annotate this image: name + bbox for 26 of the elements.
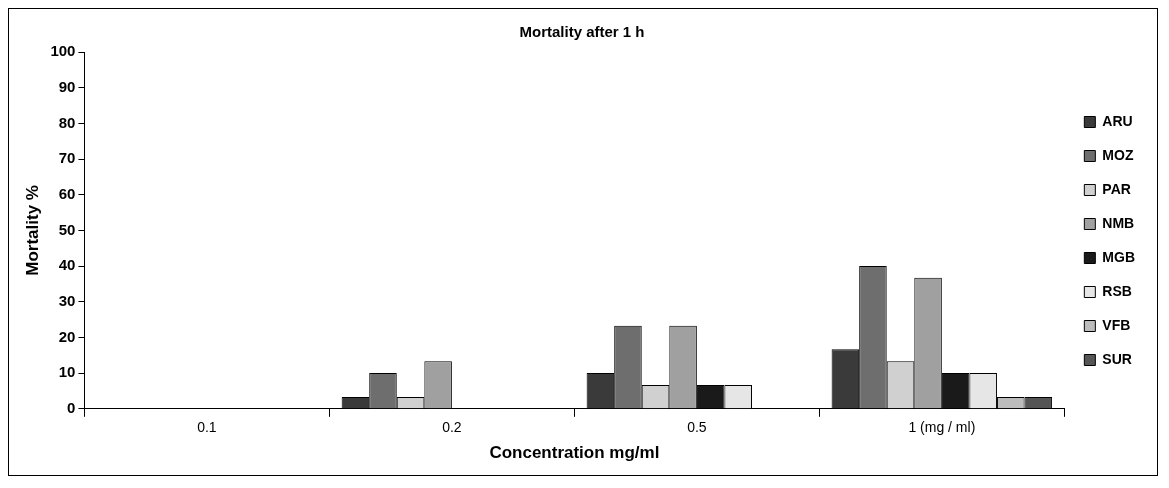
y-tick-label: 30 [58,291,76,309]
x-axis-title: Concentration mg/ml [489,443,660,463]
x-tick-label: 0.5 [687,419,707,436]
y-tick-label: 20 [58,327,76,345]
x-tick-label: 0.2 [442,419,462,436]
y-tick-label: 60 [58,184,76,202]
legend-label: SUR [1102,350,1132,367]
y-tick-label: 100 [50,42,76,60]
legend-label: PAR [1102,180,1131,197]
y-tick-label: 40 [58,256,76,274]
legend-label: MGB [1102,248,1136,265]
y-tick-label: 70 [58,149,76,167]
chart-title: Mortality after 1 h [519,23,645,41]
y-tick-label: 10 [58,363,76,381]
legend-label: RSB [1102,282,1132,299]
legend-label: NMB [1102,214,1135,231]
x-tick-label: 1 (mg / ml) [908,419,976,436]
y-tick-label: 80 [58,113,76,131]
x-tick-label: 0.1 [197,419,217,436]
legend-label: MOZ [1102,146,1134,163]
legend-label: ARU [1102,112,1133,129]
y-tick-label: 0 [67,398,76,416]
y-axis-title: Mortality % [22,185,42,276]
y-tick-label: 90 [58,77,76,95]
y-tick-label: 50 [58,220,76,238]
legend-label: VFB [1102,316,1131,333]
